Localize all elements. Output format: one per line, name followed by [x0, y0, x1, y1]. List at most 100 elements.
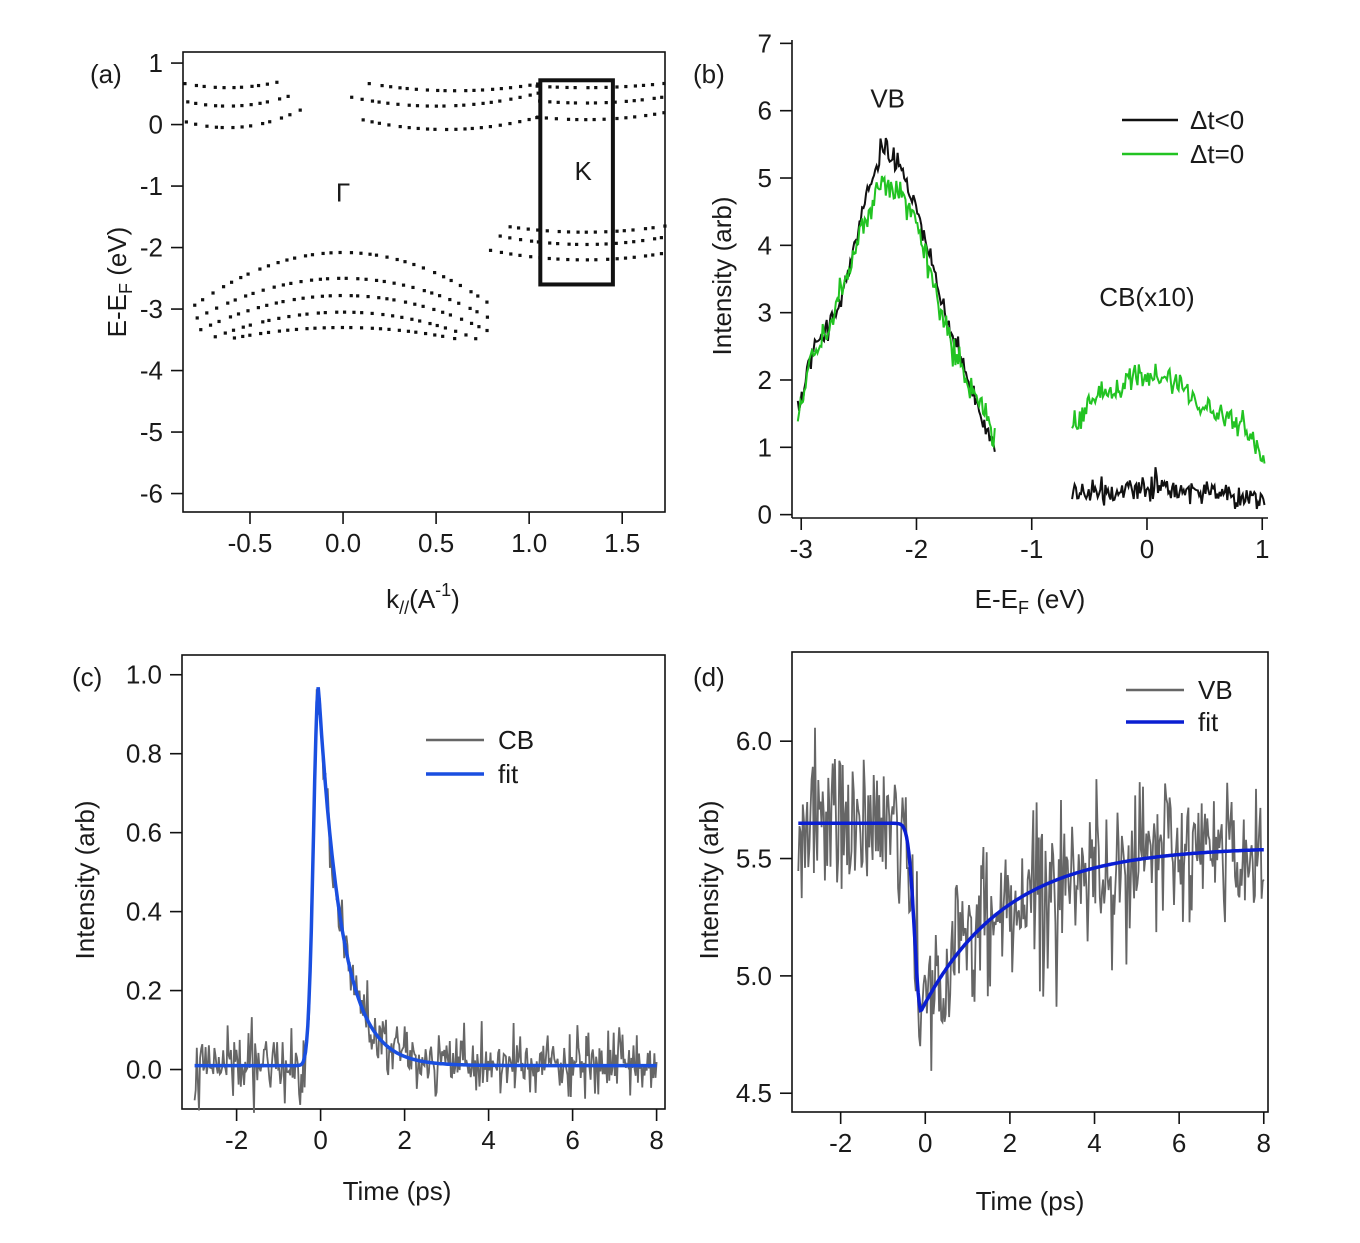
x-tick-label: 8 — [649, 1125, 663, 1155]
band-dot — [622, 229, 626, 233]
x-tick-label: 1.5 — [604, 528, 640, 558]
band-dot — [398, 124, 402, 129]
band-dot — [556, 100, 560, 104]
band-dot — [474, 337, 478, 341]
band-dot — [401, 283, 406, 287]
band-dot — [567, 242, 571, 246]
band-dot — [641, 238, 645, 243]
band-dot — [265, 82, 269, 86]
band-dot — [406, 329, 411, 333]
band-dot — [430, 291, 434, 295]
band-dot — [239, 275, 243, 280]
band-dot — [454, 329, 458, 333]
y-tick-label: 0.0 — [126, 1055, 162, 1085]
panel-b-y-axis-label: Intensity (arb) — [707, 197, 737, 356]
band-dot — [378, 327, 383, 331]
band-dot — [529, 239, 534, 243]
band-dot — [606, 257, 610, 261]
band-dot — [575, 242, 579, 247]
x-tick-label: 0 — [918, 1128, 932, 1158]
band-dot — [382, 279, 386, 284]
band-dot — [220, 104, 225, 108]
band-dot — [633, 115, 637, 119]
band-dot — [289, 281, 293, 285]
band-dot — [509, 252, 513, 256]
band-dot — [368, 252, 372, 256]
band-dot — [305, 312, 309, 316]
series-dt-zero-vb — [796, 174, 996, 449]
band-dot — [662, 111, 666, 115]
band-dot — [246, 272, 250, 276]
band-dot — [205, 124, 209, 128]
band-dot — [276, 260, 280, 265]
band-dot — [403, 260, 407, 264]
band-dot — [244, 294, 248, 298]
band-dot — [425, 88, 430, 92]
band-dot — [352, 310, 356, 314]
k-label: K — [574, 156, 592, 186]
series-cb-data — [193, 689, 658, 1113]
band-dot — [662, 81, 666, 86]
band-dot — [464, 89, 468, 93]
band-dot — [205, 311, 209, 315]
band-dot — [632, 240, 636, 244]
band-dot — [250, 84, 254, 88]
panel-d-vb-dynamics: (d) -2 0 2 4 6 8 4.5 5.0 5.5 6.0 VB fit Time (ps… — [693, 651, 1271, 1216]
band-dot — [434, 104, 438, 108]
band-dot — [377, 121, 382, 125]
band-dot — [441, 310, 445, 314]
band-dot — [241, 334, 245, 339]
band-dot — [659, 252, 664, 256]
band-dot — [248, 323, 252, 327]
band-dot — [281, 283, 285, 287]
band-dot — [405, 86, 409, 91]
band-dot — [232, 85, 236, 90]
band-dot — [228, 315, 233, 319]
y-tick-label: -1 — [140, 171, 163, 201]
band-dot — [566, 117, 571, 121]
band-dot — [624, 84, 628, 89]
band-dot — [528, 93, 532, 97]
band-dot — [548, 241, 552, 245]
band-dot — [385, 297, 389, 301]
band-dot — [281, 300, 285, 304]
cb-annotation: CB(x10) — [1099, 282, 1194, 312]
band-dot — [215, 306, 219, 310]
band-dot — [535, 115, 540, 119]
band-dot — [536, 82, 540, 86]
band-dot — [370, 120, 374, 124]
band-dot — [359, 326, 364, 330]
band-dot — [310, 295, 315, 299]
gamma-label: Γ — [336, 177, 350, 207]
band-dot — [555, 85, 559, 89]
y-tick-label: 1 — [149, 48, 163, 78]
x-tick-label: -2 — [905, 534, 928, 564]
band-dot — [265, 303, 269, 307]
band-dot — [323, 311, 327, 315]
x-tick-label: -2 — [225, 1125, 248, 1155]
band-dot — [217, 319, 221, 324]
y-tick-label: 4.5 — [736, 1078, 772, 1108]
panel-b-x-ticks: -3 -2 -1 0 1 — [790, 518, 1269, 564]
band-dot — [459, 317, 464, 321]
band-dot — [412, 262, 416, 267]
panel-a-label: (a) — [90, 59, 122, 89]
band-dot — [395, 257, 399, 262]
band-dot — [499, 250, 504, 255]
band-dot — [223, 331, 227, 335]
band-dot — [663, 224, 667, 228]
band-dot — [338, 250, 342, 255]
band-dot — [584, 118, 588, 122]
band-dot — [249, 103, 253, 107]
band-dot — [604, 85, 608, 89]
band-dot — [586, 86, 590, 90]
band-dot — [301, 296, 305, 300]
band-dot — [508, 121, 512, 126]
band-dot — [266, 264, 271, 268]
y-tick-label: 0.4 — [126, 897, 162, 927]
band-dot — [633, 84, 637, 88]
band-dot — [272, 285, 276, 289]
band-dot — [249, 124, 253, 128]
band-dot — [259, 331, 263, 336]
band-dot — [400, 315, 404, 319]
